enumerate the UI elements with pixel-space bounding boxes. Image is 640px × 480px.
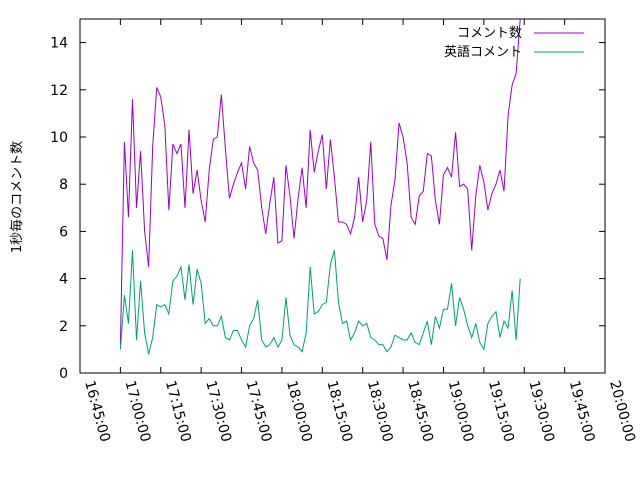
y-tick-label: 14 xyxy=(50,36,68,52)
x-tick-label: 19:30:00 xyxy=(525,379,557,444)
x-tick-label: 19:45:00 xyxy=(566,379,598,444)
y-tick-label: 10 xyxy=(50,130,68,146)
plot-border xyxy=(79,18,606,374)
y-tick-label: 12 xyxy=(50,83,68,99)
x-tick-label: 17:00:00 xyxy=(122,379,154,444)
x-tick-label: 18:45:00 xyxy=(404,379,436,444)
plot-frame xyxy=(79,18,606,374)
x-tick-label: 16:45:00 xyxy=(81,379,113,444)
x-tick-label: 18:00:00 xyxy=(283,379,315,444)
legend-label-1: コメント数 xyxy=(457,26,522,41)
x-tick-label: 17:15:00 xyxy=(162,379,194,444)
series-layer xyxy=(119,19,521,355)
y-tick-label: 6 xyxy=(59,224,68,240)
legend-label-2: 英語コメント xyxy=(444,44,522,60)
x-tick-label: 19:00:00 xyxy=(445,379,477,444)
series-line-2 xyxy=(119,250,521,355)
y-tick-label: 8 xyxy=(59,177,68,193)
x-tick-label: 17:45:00 xyxy=(243,379,275,444)
y-tick-label: 0 xyxy=(59,366,68,382)
x-tick-label: 20:00:00 xyxy=(606,379,638,444)
y-tick-label: 4 xyxy=(59,272,68,288)
series-line-1 xyxy=(119,19,521,345)
y-axis-label: 1秒毎のコメント数 xyxy=(9,141,25,253)
x-tick-label: 18:30:00 xyxy=(364,379,396,444)
x-axis: 16:45:00 17:00:00 17:15:00 17:30:00 17:45:00… xyxy=(79,19,638,444)
x-tick-label: 17:30:00 xyxy=(202,379,234,444)
y-tick-label: 2 xyxy=(59,319,68,335)
x-tick-label: 19:15:00 xyxy=(485,379,517,444)
x-tick-label: 18:15:00 xyxy=(323,379,355,444)
y-axis: 0 2 4 6 8 10 12 14 xyxy=(50,36,605,382)
